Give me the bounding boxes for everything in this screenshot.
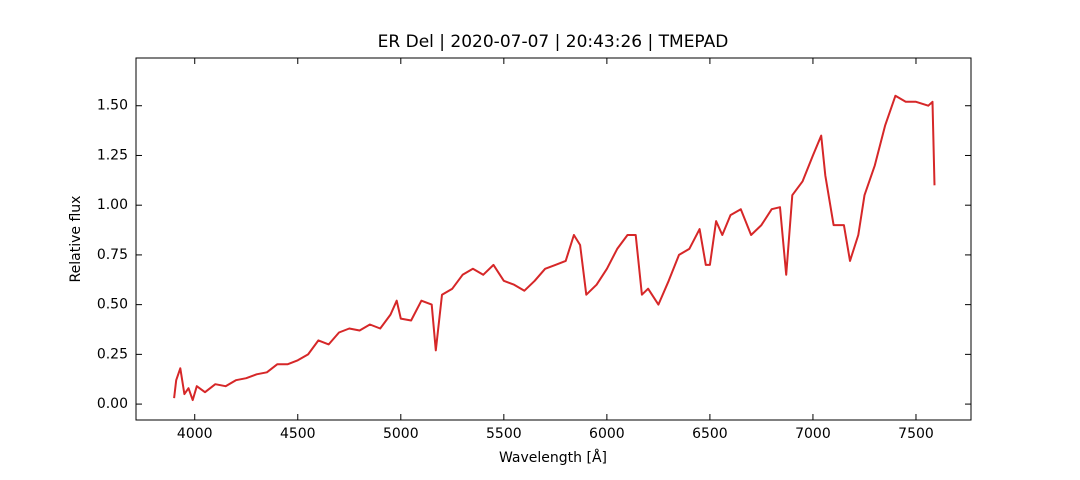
chart-title: ER Del | 2020-07-07 | 20:43:26 | TMEPAD (378, 32, 729, 52)
plot-frame (135, 57, 972, 421)
x-tick-label: 5000 (383, 426, 419, 442)
x-tick-label: 4500 (280, 426, 316, 442)
y-tick-label: 1.50 (97, 98, 128, 114)
x-tick-label: 7000 (795, 426, 831, 442)
x-tick-label: 4000 (177, 426, 213, 442)
y-tick-label: 1.00 (97, 197, 128, 213)
x-axis-label: Wavelength [Å] (499, 449, 607, 466)
y-tick-label: 1.25 (97, 147, 128, 163)
y-axis-label: Relative flux (68, 196, 84, 283)
y-tick-label: 0.50 (97, 297, 128, 313)
y-tick-label: 0.75 (97, 247, 128, 263)
x-tick-label: 5500 (486, 426, 522, 442)
y-tick-label: 0.00 (97, 396, 128, 412)
x-tick-label: 6000 (589, 426, 625, 442)
y-tick-label: 0.25 (97, 346, 128, 362)
spectrum-line (173, 94, 936, 402)
x-tick-label: 7500 (898, 426, 934, 442)
x-tick-label: 6500 (692, 426, 728, 442)
